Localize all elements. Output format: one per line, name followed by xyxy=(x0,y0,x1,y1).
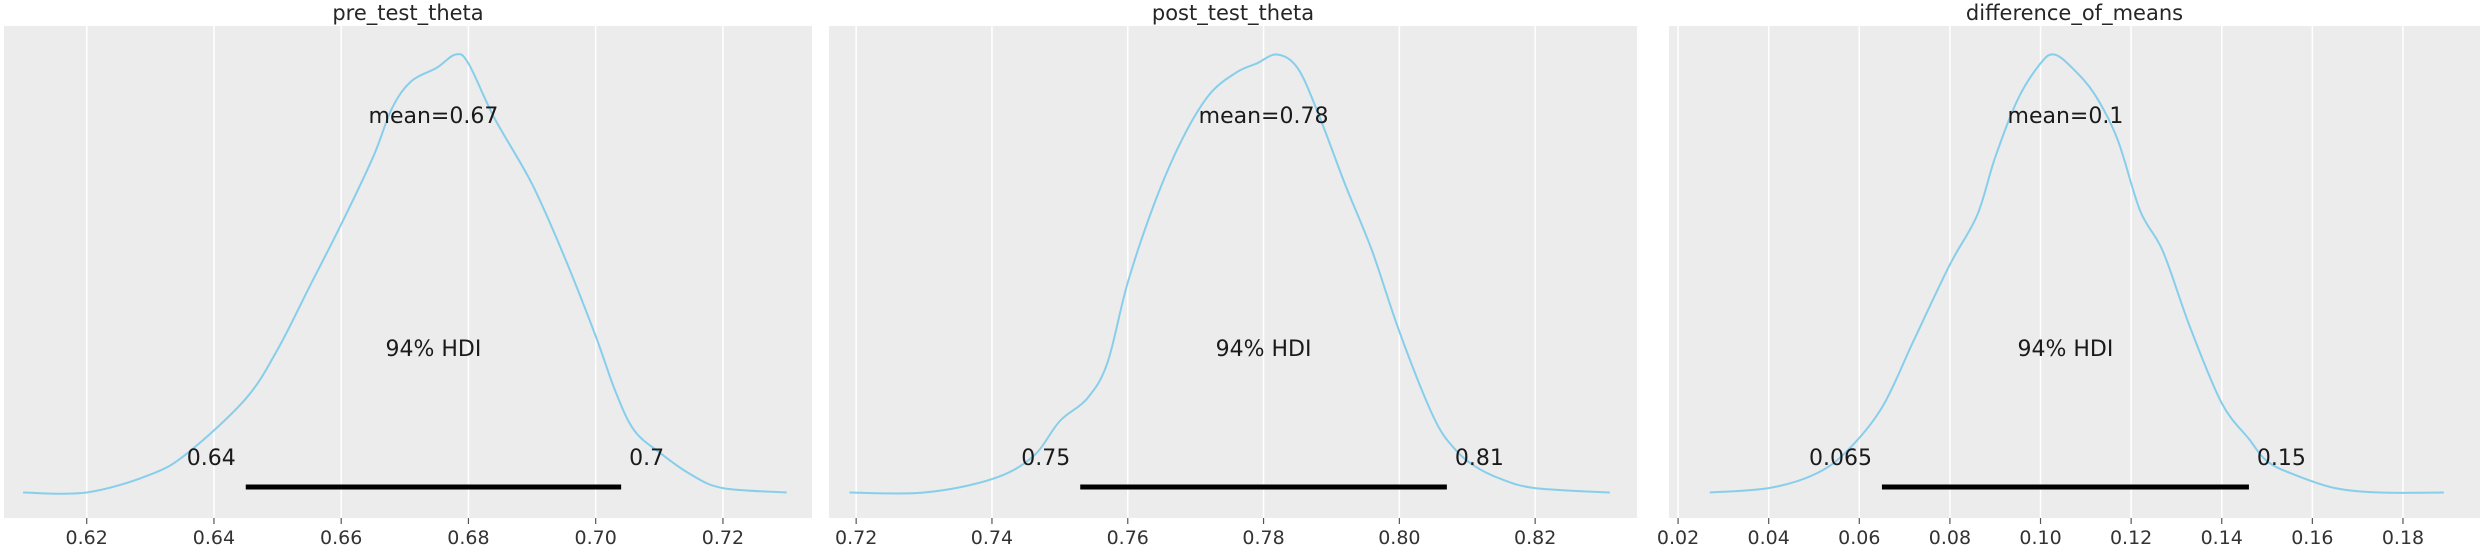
x-tick-label: 0.72 xyxy=(702,527,744,549)
density-curve xyxy=(1709,53,2444,494)
x-tick-label: 0.16 xyxy=(2291,527,2333,549)
panel-title: pre_test_theta xyxy=(332,1,483,26)
x-tick-label: 0.74 xyxy=(971,527,1013,549)
plot-area xyxy=(829,26,1637,518)
hdi-upper-label: 0.81 xyxy=(1455,446,1504,471)
mean-label: mean=0.1 xyxy=(2008,104,2124,129)
x-tick-label: 0.08 xyxy=(1929,527,1971,549)
panel-title: difference_of_means xyxy=(1966,1,2183,26)
x-tick-label: 0.04 xyxy=(1748,527,1790,549)
x-tick-label: 0.70 xyxy=(575,527,617,549)
x-tick-label: 0.82 xyxy=(1514,527,1556,549)
x-tick-label: 0.10 xyxy=(2019,527,2061,549)
hdi-upper-label: 0.15 xyxy=(2257,446,2306,471)
plot-area xyxy=(4,26,812,518)
x-tick-label: 0.62 xyxy=(66,527,108,549)
mean-label: mean=0.78 xyxy=(1199,104,1329,129)
x-tick-label: 0.68 xyxy=(447,527,489,549)
x-tick-label: 0.80 xyxy=(1378,527,1420,549)
hdi-lower-label: 0.065 xyxy=(1809,446,1872,471)
x-tick-label: 0.66 xyxy=(320,527,362,549)
panel-1: 0.72 0.74 0.76 0.78 0.80 0.82 post_test_theta 0… xyxy=(829,1,1637,549)
x-tick-label: 0.18 xyxy=(2382,527,2424,549)
x-tick-label: 0.76 xyxy=(1107,527,1149,549)
x-tick-label: 0.72 xyxy=(835,527,877,549)
hdi-lower-label: 0.64 xyxy=(187,446,236,471)
hdi-label: 94% HDI xyxy=(1216,337,1312,362)
hdi-upper-label: 0.7 xyxy=(629,446,664,471)
panel-0: 0.62 0.64 0.66 0.68 0.70 0.72 pre_test_theta 0.… xyxy=(4,1,812,549)
plot-area xyxy=(1669,26,2480,518)
hdi-lower-label: 0.75 xyxy=(1021,446,1070,471)
hdi-label: 94% HDI xyxy=(2018,337,2114,362)
panel-2: 0.02 0.04 0.06 0.08 0.10 0.12 0.14 0.16 0.18 diff… xyxy=(1657,1,2480,549)
x-tick-label: 0.14 xyxy=(2201,527,2243,549)
x-tick-label: 0.64 xyxy=(193,527,235,549)
x-tick-label: 0.12 xyxy=(2110,527,2152,549)
panel-title: post_test_theta xyxy=(1152,1,1314,26)
x-tick-label: 0.02 xyxy=(1657,527,1699,549)
density-curve xyxy=(849,53,1610,495)
mean-label: mean=0.67 xyxy=(369,104,499,129)
x-tick-label: 0.06 xyxy=(1838,527,1880,549)
density-curve xyxy=(23,53,787,495)
x-tick-label: 0.78 xyxy=(1242,527,1284,549)
hdi-label: 94% HDI xyxy=(386,337,482,362)
